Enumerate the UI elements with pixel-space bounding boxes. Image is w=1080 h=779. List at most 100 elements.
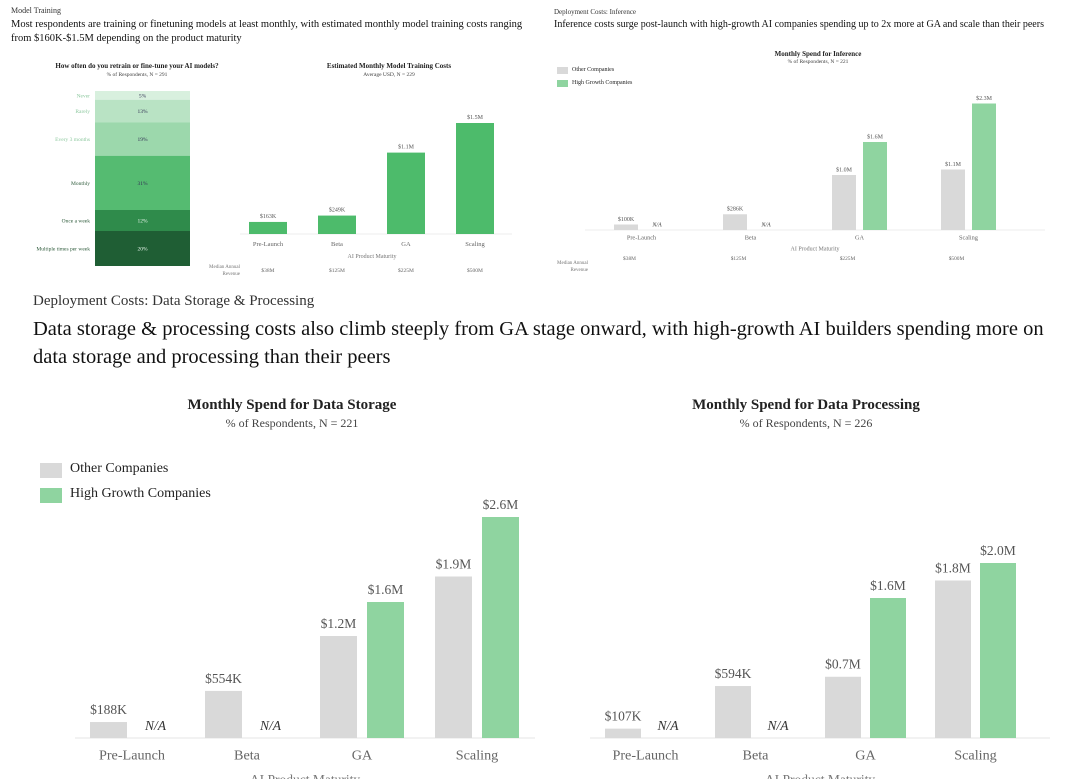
bar-value-label: $1.5M xyxy=(467,114,484,121)
other-companies-bar xyxy=(825,676,861,738)
x-tick-label: GA xyxy=(855,748,876,764)
other-companies-bar xyxy=(935,580,971,738)
median-revenue-value: $500M xyxy=(467,267,483,274)
other-companies-bar xyxy=(320,636,357,738)
segment-value-label: 31% xyxy=(137,181,148,187)
x-tick-label: Beta xyxy=(331,241,343,248)
x-tick-label: Pre-Launch xyxy=(99,748,165,764)
x-tick-label: Beta xyxy=(743,748,770,764)
bar-value-label: $100K xyxy=(618,216,635,223)
other-companies-bar xyxy=(435,576,472,738)
high-growth-bar xyxy=(367,602,404,738)
x-tick-label: Pre-Launch xyxy=(627,235,657,242)
median-revenue-value: $38M xyxy=(623,255,636,262)
x-tick-label: Scaling xyxy=(465,241,485,248)
stacked-segment-2 xyxy=(95,122,190,156)
model-training-kicker: Model Training xyxy=(11,6,62,15)
median-revenue-label: Revenue xyxy=(223,272,241,277)
bar-value-label: $1.1M xyxy=(945,161,962,168)
median-revenue-value: $225M xyxy=(398,267,414,274)
model-training-headline: Most respondents are training or finetun… xyxy=(11,19,523,44)
median-revenue-value: $125M xyxy=(329,267,345,274)
other-companies-bar xyxy=(941,169,965,230)
bar-value-label: $2.0M xyxy=(980,543,1016,558)
x-tick-label: Scaling xyxy=(959,235,979,242)
storage-legend-label-high-growth: High Growth Companies xyxy=(70,486,211,501)
segment-category-label: Never xyxy=(77,93,91,99)
bar-value-label: $0.7M xyxy=(825,657,861,672)
x-tick-label: Beta xyxy=(234,748,261,764)
high-growth-bar xyxy=(482,517,519,738)
bar-value-label: $163K xyxy=(260,213,277,220)
median-revenue-label: Median Annual xyxy=(209,265,241,270)
high-growth-bar xyxy=(972,103,996,230)
processing-chart-subtitle: % of Respondents, N = 226 xyxy=(739,416,873,430)
legend-label-other: Other Companies xyxy=(572,67,615,73)
storage-legend-swatch-high-growth xyxy=(40,488,62,503)
inference-chart-subtitle: % of Respondents, N = 221 xyxy=(787,59,849,65)
retrain-chart-title: How often do you retrain or fine-tune yo… xyxy=(55,62,219,70)
median-revenue-value: $38M xyxy=(261,267,274,274)
segment-category-label: Rarely xyxy=(75,109,90,115)
segment-value-label: 12% xyxy=(137,219,148,225)
stacked-segment-0 xyxy=(95,91,190,100)
x-tick-label: Beta xyxy=(745,235,757,242)
other-companies-bar xyxy=(832,175,856,230)
inference-kicker: Deployment Costs: Inference xyxy=(554,8,637,16)
x-tick-label: Scaling xyxy=(456,748,498,764)
storage-legend-label-other: Other Companies xyxy=(70,461,169,476)
bar-value-label: $2.6M xyxy=(483,497,519,512)
x-tick-label: GA xyxy=(401,241,411,248)
x-axis-title: AI Product Maturity xyxy=(250,772,360,779)
bar-value-label: $1.9M xyxy=(436,556,472,571)
na-label: N/A xyxy=(144,718,167,733)
median-revenue-value: $125M xyxy=(731,255,747,262)
storage-legend-swatch-other xyxy=(40,463,62,478)
segment-value-label: 5% xyxy=(139,93,147,99)
inference-headline: Inference costs surge post-launch with h… xyxy=(554,19,1044,30)
bar-value-label: $554K xyxy=(205,671,242,686)
high-growth-bar xyxy=(863,142,887,230)
x-tick-label: GA xyxy=(855,235,865,242)
training-bar xyxy=(318,215,356,234)
x-axis-title: AI Product Maturity xyxy=(791,246,840,252)
x-tick-label: Pre-Launch xyxy=(253,241,284,248)
bar-value-label: $2.3M xyxy=(976,95,993,102)
bar-value-label: $188K xyxy=(90,702,127,717)
storage-kicker: Deployment Costs: Data Storage & Process… xyxy=(33,293,315,309)
na-label: N/A xyxy=(766,718,789,733)
stacked-segment-5 xyxy=(95,231,190,266)
segment-value-label: 20% xyxy=(137,247,148,253)
stacked-segment-4 xyxy=(95,210,190,231)
training-cost-subtitle: Average USD, N = 229 xyxy=(363,72,415,78)
median-revenue-label: Revenue xyxy=(571,268,589,273)
other-companies-bar xyxy=(723,214,747,230)
bar-value-label: $1.2M xyxy=(321,616,357,631)
processing-chart-title: Monthly Spend for Data Processing xyxy=(692,397,920,413)
training-bar xyxy=(249,221,287,234)
segment-category-label: Once a week xyxy=(62,219,91,225)
bar-value-label: $1.8M xyxy=(935,560,971,575)
median-revenue-value: $225M xyxy=(840,255,856,262)
training-bar xyxy=(456,123,494,234)
stacked-segment-1 xyxy=(95,99,190,123)
bar-value-label: $1.6M xyxy=(870,578,906,593)
na-label: N/A xyxy=(760,222,771,228)
legend-label-high-growth: High Growth Companies xyxy=(572,80,633,86)
other-companies-bar xyxy=(205,690,242,738)
x-axis-title: AI Product Maturity xyxy=(348,254,397,260)
x-axis-title: AI Product Maturity xyxy=(765,772,875,779)
storage-chart-title: Monthly Spend for Data Storage xyxy=(187,397,397,413)
other-companies-bar xyxy=(605,728,641,738)
bar-value-label: $107K xyxy=(605,709,642,724)
stacked-segment-3 xyxy=(95,155,190,210)
other-companies-bar xyxy=(614,224,638,230)
legend-swatch-high-growth xyxy=(557,80,568,87)
median-revenue-label: Median Annual xyxy=(557,261,589,266)
bar-value-label: $1.0M xyxy=(836,166,853,173)
bar-value-label: $1.6M xyxy=(368,582,404,597)
bar-value-label: $1.1M xyxy=(398,144,415,151)
training-bar xyxy=(387,152,425,234)
median-revenue-value: $500M xyxy=(949,255,965,262)
